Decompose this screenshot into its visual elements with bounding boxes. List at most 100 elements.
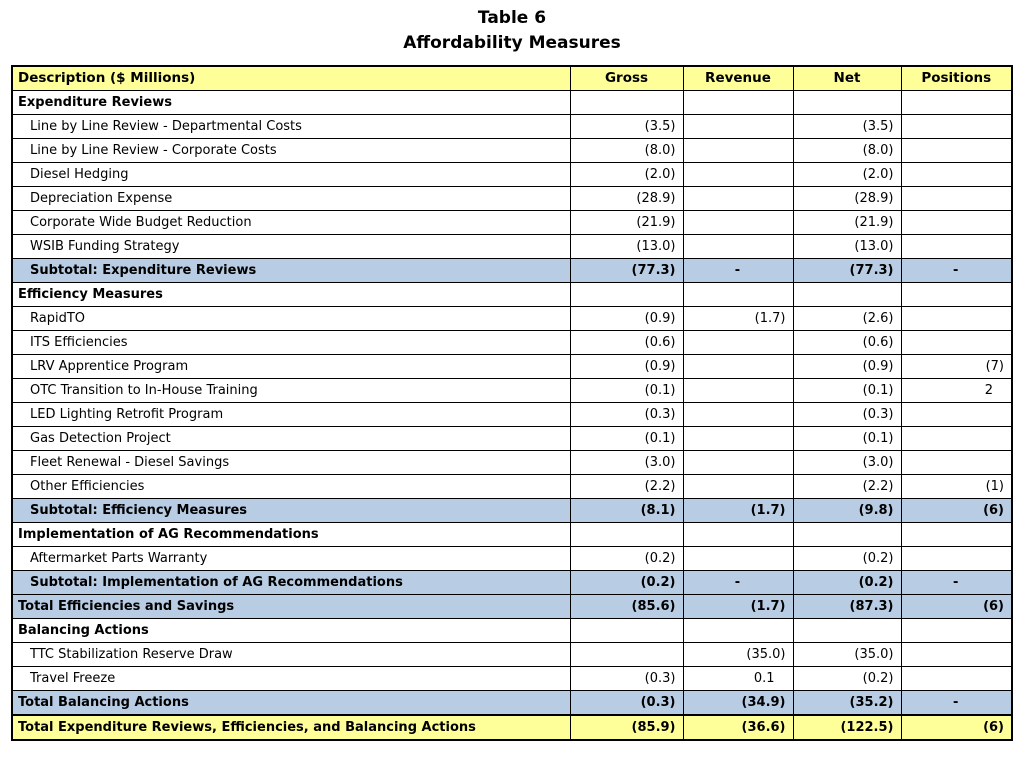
cell-revenue: (1.7) xyxy=(682,498,794,523)
cell-net: (3.0) xyxy=(792,450,902,475)
cell-revenue: (1.7) xyxy=(682,306,794,331)
cell-revenue xyxy=(682,402,794,427)
cell-gross: (0.1) xyxy=(569,378,684,403)
cell-positions xyxy=(900,186,1013,211)
row-label: Total Efficiencies and Savings xyxy=(11,594,571,619)
cell-positions: - xyxy=(900,258,1013,283)
cell-gross: (2.2) xyxy=(569,474,684,499)
cell-positions xyxy=(900,162,1013,187)
cell-positions xyxy=(900,114,1013,139)
row-label: WSIB Funding Strategy xyxy=(11,234,571,259)
cell-positions: - xyxy=(900,690,1013,716)
cell-net: (77.3) xyxy=(792,258,902,283)
cell-revenue xyxy=(682,330,794,355)
cell-positions: (1) xyxy=(900,474,1013,499)
cell-net: (0.2) xyxy=(792,666,902,691)
row-label: TTC Stabilization Reserve Draw xyxy=(11,642,571,667)
cell-positions xyxy=(900,138,1013,163)
table-row-detail: RapidTO (0.9) (1.7) (2.6) xyxy=(11,306,1013,331)
cell-gross: (21.9) xyxy=(569,210,684,235)
table-row-detail: Aftermarket Parts Warranty (0.2) (0.2) xyxy=(11,546,1013,571)
table-row-detail: Line by Line Review - Departmental Costs… xyxy=(11,114,1013,139)
row-label: Line by Line Review - Corporate Costs xyxy=(11,138,571,163)
cell-gross xyxy=(569,642,684,667)
row-label: Subtotal: Expenditure Reviews xyxy=(11,258,571,283)
cell-positions: (6) xyxy=(900,498,1013,523)
row-label: LRV Apprentice Program xyxy=(11,354,571,379)
cell-positions: (6) xyxy=(900,714,1013,741)
row-label: Fleet Renewal - Diesel Savings xyxy=(11,450,571,475)
cell-net xyxy=(792,90,902,115)
row-label: RapidTO xyxy=(11,306,571,331)
cell-positions: (7) xyxy=(900,354,1013,379)
cell-revenue xyxy=(682,522,794,547)
table-row-detail: OTC Transition to In-House Training (0.1)… xyxy=(11,378,1013,403)
table-row-detail: LED Lighting Retrofit Program (0.3) (0.3) xyxy=(11,402,1013,427)
cell-positions xyxy=(900,210,1013,235)
cell-net: (0.3) xyxy=(792,402,902,427)
cell-gross: (0.2) xyxy=(569,546,684,571)
table-row-total: Total Balancing Actions (0.3) (34.9) (35.2)… xyxy=(11,690,1013,716)
cell-revenue: (34.9) xyxy=(682,690,794,716)
cell-revenue: (35.0) xyxy=(682,642,794,667)
cell-positions xyxy=(900,426,1013,451)
cell-revenue xyxy=(682,426,794,451)
cell-gross: (0.3) xyxy=(569,666,684,691)
table-row-detail: Other Efficiencies (2.2) (2.2) (1) xyxy=(11,474,1013,499)
cell-net: (122.5) xyxy=(792,714,902,741)
table-row-detail: Depreciation Expense (28.9) (28.9) xyxy=(11,186,1013,211)
cell-revenue xyxy=(682,162,794,187)
cell-gross: (3.5) xyxy=(569,114,684,139)
row-label: ITS Efficiencies xyxy=(11,330,571,355)
cell-net xyxy=(792,522,902,547)
cell-net: (35.0) xyxy=(792,642,902,667)
cell-gross: (85.9) xyxy=(569,714,684,741)
row-label: Subtotal: Efficiency Measures xyxy=(11,498,571,523)
cell-revenue: - xyxy=(682,258,794,283)
cell-revenue xyxy=(682,546,794,571)
table-row-detail: Diesel Hedging (2.0) (2.0) xyxy=(11,162,1013,187)
cell-revenue xyxy=(682,114,794,139)
cell-gross: (28.9) xyxy=(569,186,684,211)
row-label: Total Balancing Actions xyxy=(11,690,571,716)
row-label: LED Lighting Retrofit Program xyxy=(11,402,571,427)
cell-gross: (0.9) xyxy=(569,354,684,379)
cell-net: (9.8) xyxy=(792,498,902,523)
row-label: Total Expenditure Reviews, Efficiencies,… xyxy=(11,714,571,741)
cell-net: (0.2) xyxy=(792,546,902,571)
cell-gross: (3.0) xyxy=(569,450,684,475)
table-row-detail: Gas Detection Project (0.1) (0.1) xyxy=(11,426,1013,451)
cell-positions xyxy=(900,618,1013,643)
cell-revenue xyxy=(682,210,794,235)
cell-revenue: (1.7) xyxy=(682,594,794,619)
cell-positions xyxy=(900,450,1013,475)
table-row-total: Total Efficiencies and Savings (85.6) (1.7… xyxy=(11,594,1013,619)
cell-revenue xyxy=(682,90,794,115)
table-row-section: Balancing Actions xyxy=(11,618,1013,643)
table-body: Expenditure Reviews Line by Line Review -… xyxy=(11,90,1013,741)
cell-gross: (0.6) xyxy=(569,330,684,355)
cell-net: (35.2) xyxy=(792,690,902,716)
cell-revenue xyxy=(682,450,794,475)
row-label: Travel Freeze xyxy=(11,666,571,691)
cell-revenue xyxy=(682,618,794,643)
cell-positions xyxy=(900,282,1013,307)
cell-positions: - xyxy=(900,570,1013,595)
cell-positions xyxy=(900,522,1013,547)
cell-revenue xyxy=(682,354,794,379)
table-row-grand: Total Expenditure Reviews, Efficiencies,… xyxy=(11,714,1013,741)
cell-revenue xyxy=(682,138,794,163)
cell-gross: (85.6) xyxy=(569,594,684,619)
cell-gross: (0.3) xyxy=(569,402,684,427)
row-label: Line by Line Review - Departmental Costs xyxy=(11,114,571,139)
cell-revenue xyxy=(682,378,794,403)
cell-net: (0.1) xyxy=(792,426,902,451)
row-label: Gas Detection Project xyxy=(11,426,571,451)
table-row-detail: ITS Efficiencies (0.6) (0.6) xyxy=(11,330,1013,355)
header-row: Description ($ Millions) Gross Revenue N… xyxy=(11,65,1013,91)
cell-net: (0.1) xyxy=(792,378,902,403)
cell-revenue xyxy=(682,282,794,307)
cell-positions xyxy=(900,666,1013,691)
table-header: Description ($ Millions) Gross Revenue N… xyxy=(11,65,1013,91)
